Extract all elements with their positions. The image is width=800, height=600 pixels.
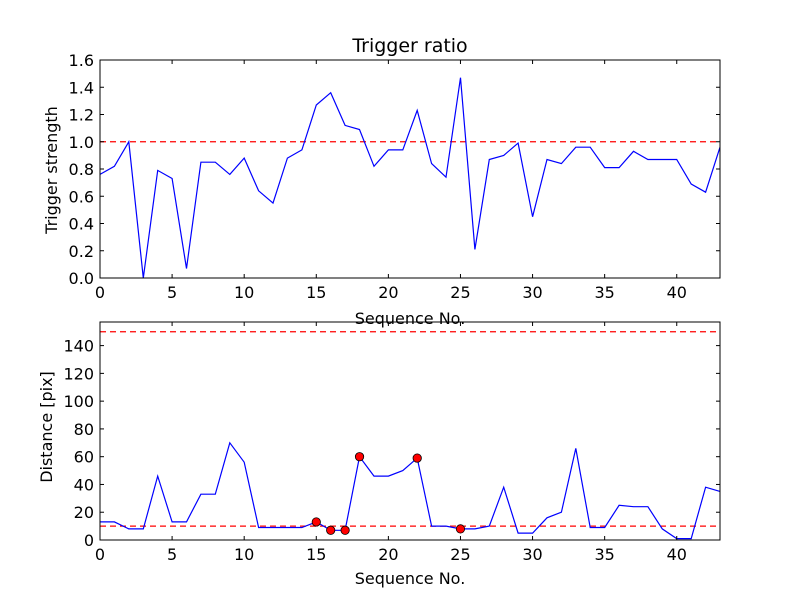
top-y-tick-label-1: 0.2 xyxy=(69,242,94,261)
top-x-tick-label-7: 35 xyxy=(594,283,614,302)
bottom-plot-area: 0 5 10 15 20 25 30 35 40 0 20 40 60 80 100 120 140 xyxy=(63,321,721,564)
top-plot-area: 0 5 10 15 20 25 30 35 40 0.0 0.2 0.4 0.6 0.8 1.0 1.2 1.4… xyxy=(69,51,721,302)
top-x-tick-label-8: 40 xyxy=(667,283,687,302)
bottom-y-axis-label: Distance [pix] xyxy=(37,371,56,483)
bottom-x-tick-label-3: 15 xyxy=(306,545,326,564)
bottom-highlight-marker-1 xyxy=(326,525,336,535)
bottom-x-axis-label: Sequence No. xyxy=(355,569,466,588)
bottom-x-tick-label-6: 30 xyxy=(522,545,542,564)
bottom-y-tick-label-3: 60 xyxy=(74,448,94,467)
bottom-axes-frame xyxy=(99,321,721,541)
top-x-axis-label: Sequence No. xyxy=(355,309,466,328)
top-y-tick-label-7: 1.4 xyxy=(69,78,94,97)
bottom-highlight-marker-3 xyxy=(354,452,365,462)
top-series-line-0 xyxy=(99,77,721,279)
bottom-x-tick-label-5: 25 xyxy=(450,545,470,564)
bottom-y-tick-label-7: 140 xyxy=(63,337,94,356)
bottom-x-tick-label-1: 5 xyxy=(167,545,177,564)
bottom-y-tick-label-6: 120 xyxy=(63,364,94,383)
top-x-tick-label-0: 0 xyxy=(95,283,105,302)
bottom-x-tick-label-4: 20 xyxy=(378,545,398,564)
top-x-tick-label-3: 15 xyxy=(306,283,326,302)
top-x-tick-label-5: 25 xyxy=(450,283,470,302)
bottom-y-tick-label-0: 0 xyxy=(84,531,94,550)
bottom-y-tick-label-1: 20 xyxy=(74,503,94,522)
top-x-tick-label-6: 30 xyxy=(522,283,542,302)
top-y-tick-label-0: 0.0 xyxy=(69,269,94,288)
top-y-tick-label-2: 0.4 xyxy=(69,215,94,234)
bottom-x-tick-label-2: 10 xyxy=(234,545,254,564)
top-x-tick-label-1: 5 xyxy=(167,283,177,302)
bottom-series-line-0 xyxy=(100,441,721,540)
bottom-highlight-marker-0 xyxy=(311,517,321,527)
trigger-ratio-chart: Trigger ratio 0 5 10 15 20 25 30 35 400.00.20.40… xyxy=(42,35,721,328)
bottom-x-tick-label-7: 35 xyxy=(594,545,614,564)
top-y-axis-label: Trigger strength xyxy=(42,106,61,235)
top-y-tick-label-8: 1.6 xyxy=(69,51,94,70)
bottom-x-tick-label-0: 0 xyxy=(95,545,105,564)
bottom-highlight-marker-4 xyxy=(412,453,422,463)
bottom-y-tick-label-4: 80 xyxy=(74,420,94,439)
distance-chart: 0 5 10 15 20 25 30 35 40 0 20 40 60 80 100 120 140 Seque… xyxy=(37,321,721,588)
top-y-tick-label-6: 1.2 xyxy=(69,106,94,125)
top-y-tick-label-5: 1.0 xyxy=(69,133,94,152)
top-y-tick-label-4: 0.8 xyxy=(69,160,94,179)
top-x-tick-label-2: 10 xyxy=(234,283,254,302)
bottom-highlight-marker-5 xyxy=(455,524,466,534)
chart-title: Trigger ratio xyxy=(351,35,467,57)
bottom-y-tick-label-5: 100 xyxy=(63,392,94,411)
bottom-highlight-marker-2 xyxy=(340,525,350,535)
bottom-y-tick-label-2: 40 xyxy=(74,475,94,494)
bottom-x-tick-label-8: 40 xyxy=(667,545,687,564)
top-y-tick-label-3: 0.6 xyxy=(69,187,94,206)
top-x-tick-label-4: 20 xyxy=(378,283,398,302)
